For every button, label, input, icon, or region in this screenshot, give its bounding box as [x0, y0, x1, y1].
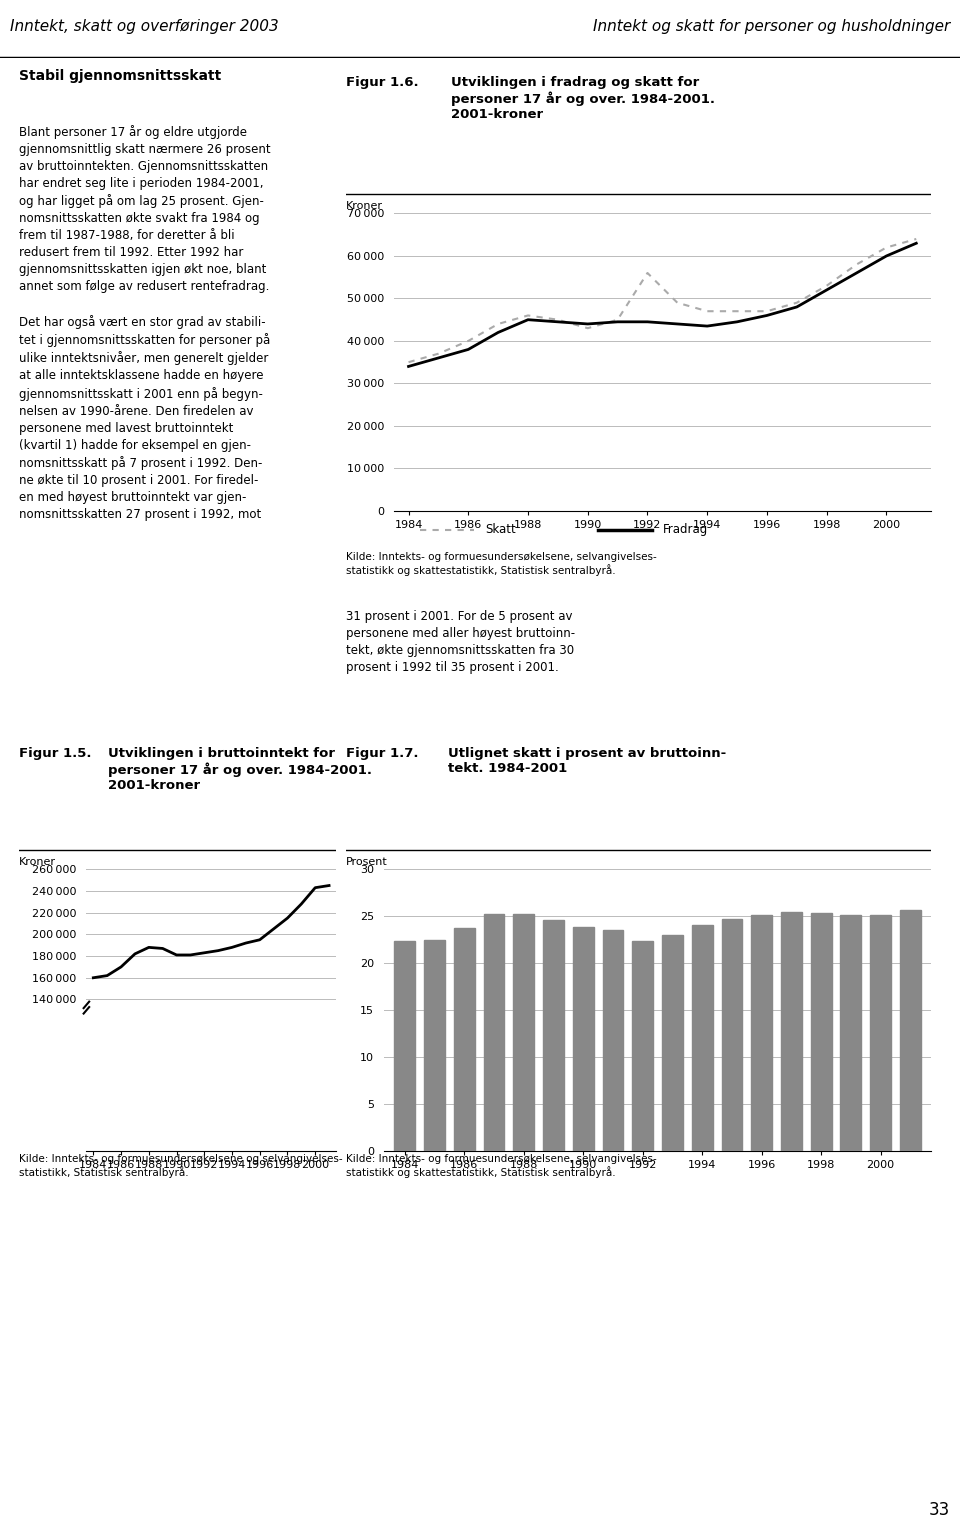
Text: Figur 1.7.: Figur 1.7.	[346, 747, 419, 761]
Text: Utlignet skatt i prosent av bruttoinn-
tekt. 1984-2001: Utlignet skatt i prosent av bruttoinn- t…	[448, 747, 727, 775]
Text: Kilde: Inntekts- og formuesundersøkelsene, selvangivelses-
statistikk og skattes: Kilde: Inntekts- og formuesundersøkelsen…	[346, 552, 657, 576]
Bar	[841, 915, 861, 1151]
Bar	[633, 941, 653, 1151]
Bar	[662, 935, 683, 1151]
Bar	[752, 915, 772, 1151]
Text: Blant personer 17 år og eldre utgjorde
gjennomsnittlig skatt nærmere 26 prosent
: Blant personer 17 år og eldre utgjorde g…	[19, 125, 271, 522]
Bar	[514, 915, 534, 1151]
Bar	[692, 924, 712, 1151]
Bar	[573, 927, 593, 1151]
Bar	[395, 941, 416, 1151]
Text: Inntekt og skatt for personer og husholdninger: Inntekt og skatt for personer og hushold…	[593, 18, 950, 34]
Text: Kilde: Inntekts- og formuesundersøkelsene og selvangivelses-
statistikk, Statist: Kilde: Inntekts- og formuesundersøkelsen…	[19, 1154, 343, 1179]
Text: Kilde: Inntekts- og formuesundersøkelsene, selvangivelses-
statistikk og skattes: Kilde: Inntekts- og formuesundersøkelsen…	[346, 1154, 657, 1179]
Text: Figur 1.6.: Figur 1.6.	[346, 76, 419, 90]
Text: Fradrag: Fradrag	[662, 523, 708, 537]
Text: 33: 33	[929, 1501, 950, 1519]
Text: Stabil gjennomsnittsskatt: Stabil gjennomsnittsskatt	[19, 69, 222, 82]
Bar	[484, 915, 504, 1151]
Bar	[454, 927, 474, 1151]
Bar	[781, 912, 802, 1151]
Bar	[722, 920, 742, 1151]
Bar	[870, 915, 891, 1151]
Text: 31 prosent i 2001. For de 5 prosent av
personene med aller høyest bruttoinn-
tek: 31 prosent i 2001. For de 5 prosent av p…	[346, 610, 575, 674]
Text: Kroner: Kroner	[19, 857, 57, 866]
Text: Kroner: Kroner	[346, 201, 383, 210]
Bar	[603, 930, 623, 1151]
Text: Figur 1.5.: Figur 1.5.	[19, 747, 92, 761]
Bar	[900, 910, 921, 1151]
Text: Utviklingen i fradrag og skatt for
personer 17 år og over. 1984-2001.
2001-krone: Utviklingen i fradrag og skatt for perso…	[451, 76, 715, 120]
Bar	[424, 939, 445, 1151]
Bar	[543, 920, 564, 1151]
Text: Utviklingen i bruttoinntekt for
personer 17 år og over. 1984-2001.
2001-kroner: Utviklingen i bruttoinntekt for personer…	[108, 747, 372, 791]
Text: Prosent: Prosent	[346, 857, 387, 866]
Text: Inntekt, skatt og overføringer 2003: Inntekt, skatt og overføringer 2003	[10, 18, 278, 34]
Text: Skatt: Skatt	[485, 523, 516, 537]
Bar	[811, 913, 831, 1151]
